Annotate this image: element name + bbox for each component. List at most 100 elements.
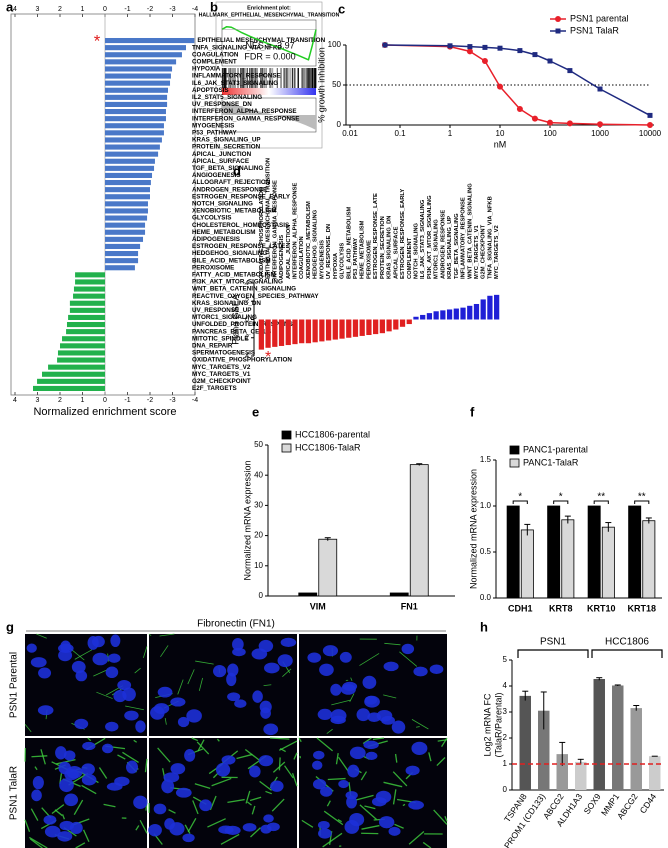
x-tick-label: 0.1 [394,129,406,138]
fibronectin-strand [394,753,398,763]
category-label: IL6_JAK_STAT3_SIGNALING [192,80,278,87]
category-label: PEROXISOME [192,264,234,271]
nucleus [224,825,241,835]
bar [105,215,148,221]
fibronectin-strand [372,737,385,741]
rank-gradient [222,88,316,95]
group-bracket [591,649,663,658]
fibronectin-strand [31,755,48,758]
bar [305,319,312,344]
fibronectin-strand [327,777,346,781]
marker [531,115,538,122]
x-tick-label: 1 [448,129,453,138]
bar [440,310,446,320]
bar [473,303,480,320]
panel-letter: f [470,404,475,419]
y-tick-label: 4 [503,681,508,690]
nucleus [221,755,236,765]
category-label: ALLOGRAFT_REJECTION [192,179,271,186]
fibronectin-strand [187,818,197,833]
bar [105,116,166,122]
annotation: NES = -3.97 [245,40,294,50]
y-tick-label: 50 [254,440,263,449]
bar [105,151,159,157]
bar [366,319,372,336]
fibronectin-strand [36,633,47,639]
bar [292,319,298,345]
bar [258,319,264,350]
y-tick-label: 1.0 [480,501,492,510]
fibronectin-strand [384,642,401,646]
category-label: PROTEIN_SECRETION [192,144,261,151]
row-label: PSN1 Parental [9,652,20,718]
bar [299,319,305,344]
fibronectin-strand [207,818,226,828]
micrograph [25,738,147,848]
x-tick-label: HYPOXIA [333,252,339,279]
category-label: APOPTOSIS [192,87,229,94]
x-tick-label: -3 [169,397,175,404]
fibronectin-strand [265,790,272,795]
nucleus [69,821,83,835]
bar [69,307,105,313]
x-tick-label: 2 [58,397,62,404]
marker [382,42,388,48]
category-label: MYC_TARGETS_V1 [192,371,251,378]
y-tick-label: 0 [259,591,264,600]
fibronectin-strand [139,819,148,834]
nucleus [234,699,247,708]
fibronectin-strand [399,651,418,667]
marker [497,45,503,51]
fibronectin-strand [24,819,31,832]
x-tick-label: -4 [192,6,198,13]
category-label: INFLAMMATORY_RESPONSE [192,73,281,80]
fibronectin-strand [422,841,432,848]
nucleus [177,716,190,728]
fibronectin-strand [195,660,214,665]
y-tick-label: 1.5 [480,455,492,464]
category-label: CHOLESTEROL_HOMEOSTASIS [192,222,289,229]
marker [566,120,573,127]
fibronectin-strand [28,836,48,848]
bar [561,519,575,599]
nucleus [133,795,148,810]
bar [628,505,642,599]
image-title: Fibronectin (FN1) [197,619,275,630]
fibronectin-strand [383,694,397,699]
category-label: MYOGENESIS [192,122,234,129]
bar [265,319,271,348]
bar [105,130,164,136]
x-tick-label: 4 [13,397,17,404]
category-label: IL2_STAT5_SIGNALING [192,94,262,101]
fibronectin-strand [392,789,397,805]
nucleus [264,662,280,674]
bar [73,293,105,299]
significance-bracket [593,500,609,504]
nucleus [26,643,37,653]
bar [105,87,168,93]
fibronectin-strand [349,693,355,703]
bar [480,299,486,320]
bar [105,101,168,108]
x-tick-label: MYOGENESIS [319,240,325,279]
fibronectin-strand [61,814,66,820]
annotation: * [94,31,101,50]
y-tick-label: -4 [243,280,249,287]
legend-swatch [509,458,520,468]
fibronectin-strand [211,777,232,787]
bar [105,187,150,193]
bar [105,250,139,257]
fibronectin-strand [148,633,152,637]
fibronectin-strand [392,771,408,787]
bar [389,592,409,597]
x-tick-label: APICAL_SURFACE [393,226,399,279]
x-tick-label: MTORC1_SIGNALING [434,219,440,279]
x-tick-label: -1 [124,6,130,13]
nucleus [277,654,293,668]
fibronectin-strand [73,799,84,816]
nucleus [330,683,342,696]
fibronectin-strand [394,823,404,829]
category-label: MTORC1_SIGNALING [192,314,257,321]
chart-title: Enrichment plot: [247,5,291,11]
x-tick-label: MYC_TARGETS_V2 [494,225,500,279]
